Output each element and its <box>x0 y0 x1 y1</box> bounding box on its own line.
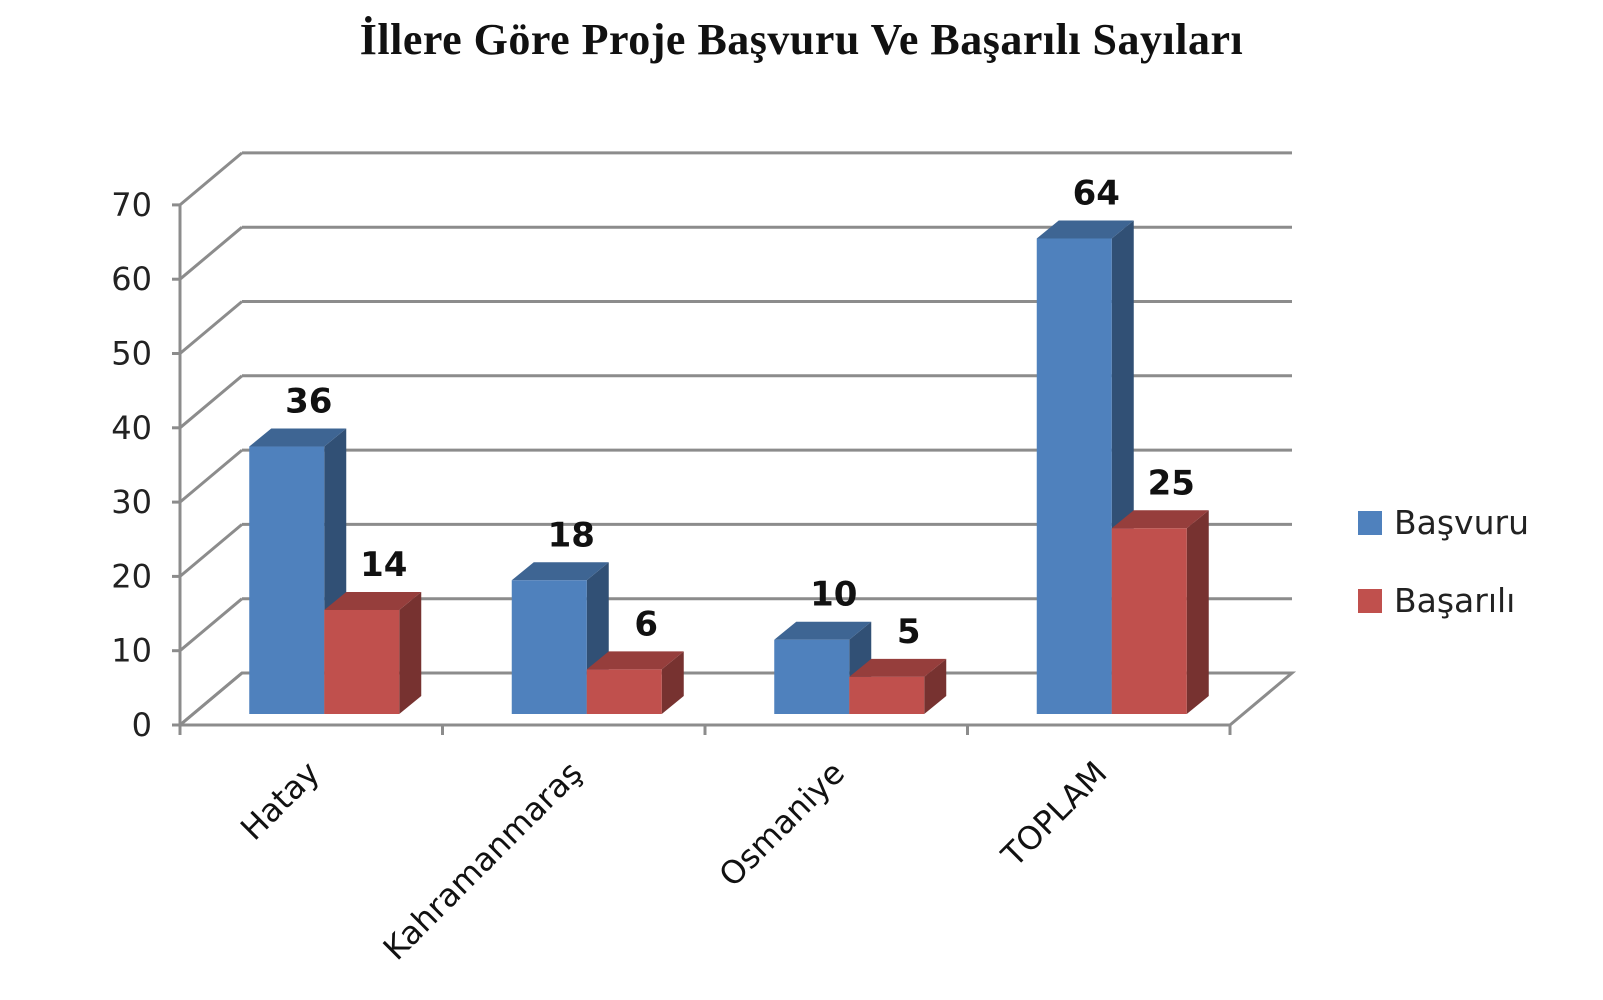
bar-başvuru <box>249 446 325 714</box>
bar-top-başarılı <box>849 658 947 677</box>
gridline-side <box>179 151 243 207</box>
y-tick-label: 20 <box>111 557 152 595</box>
legend-label: Başvuru <box>1394 503 1529 542</box>
bar-başarılı <box>324 609 400 714</box>
gridline-side <box>179 523 243 578</box>
y-tick-label: 50 <box>111 335 152 373</box>
bar-başarılı <box>1111 528 1187 714</box>
bar-top-başarılı <box>1111 510 1209 529</box>
gridline-side <box>179 226 243 281</box>
gridline-side <box>179 597 243 652</box>
gridline-side <box>179 374 243 429</box>
data-label: 25 <box>1148 463 1195 503</box>
category-label: Osmaniye <box>712 754 852 894</box>
data-label: 6 <box>634 604 658 644</box>
bar-başvuru <box>511 580 587 714</box>
gridline-side <box>179 448 243 504</box>
bar-side-başarılı <box>399 591 422 714</box>
bar-side-başarılı <box>1186 510 1209 714</box>
side-wall <box>180 152 242 725</box>
y-tick-label: 0 <box>132 706 152 744</box>
legend-swatch-başvuru <box>1358 511 1382 535</box>
bar-top-başvuru <box>1036 220 1134 239</box>
gridline-side <box>179 300 243 355</box>
bar-side-başarılı <box>924 658 947 714</box>
bar-top-başvuru <box>774 621 872 640</box>
bar-top-başvuru <box>511 562 609 581</box>
y-tick-label: 30 <box>111 483 152 521</box>
category-label: Hatay <box>233 754 327 848</box>
y-tick-label: 40 <box>111 409 152 447</box>
bar-başarılı <box>849 676 925 714</box>
y-tick-label: 70 <box>111 186 152 224</box>
data-label: 14 <box>360 545 407 585</box>
bar-top-başvuru <box>249 428 347 447</box>
bar-başvuru <box>1036 238 1112 715</box>
bar-başarılı <box>586 669 662 714</box>
bar-side-başarılı <box>661 651 684 714</box>
data-label: 64 <box>1073 173 1120 213</box>
data-label: 10 <box>810 575 857 615</box>
data-label: 18 <box>548 515 595 555</box>
bar-başvuru <box>774 639 850 714</box>
legend-swatch-başarılı <box>1358 589 1382 613</box>
legend-label: Başarılı <box>1394 581 1515 620</box>
category-label: TOPLAM <box>993 754 1114 875</box>
bar-top-başarılı <box>324 591 422 610</box>
data-label: 36 <box>285 382 332 422</box>
category-label: Kahramanmaraş <box>376 754 590 968</box>
y-tick-label: 10 <box>111 632 152 670</box>
chart-title: İllere Göre Proje Başvuru Ve Başarılı Sa… <box>359 15 1244 64</box>
y-tick-label: 60 <box>111 260 152 298</box>
data-label: 5 <box>897 612 921 652</box>
bar-top-başarılı <box>586 651 684 670</box>
